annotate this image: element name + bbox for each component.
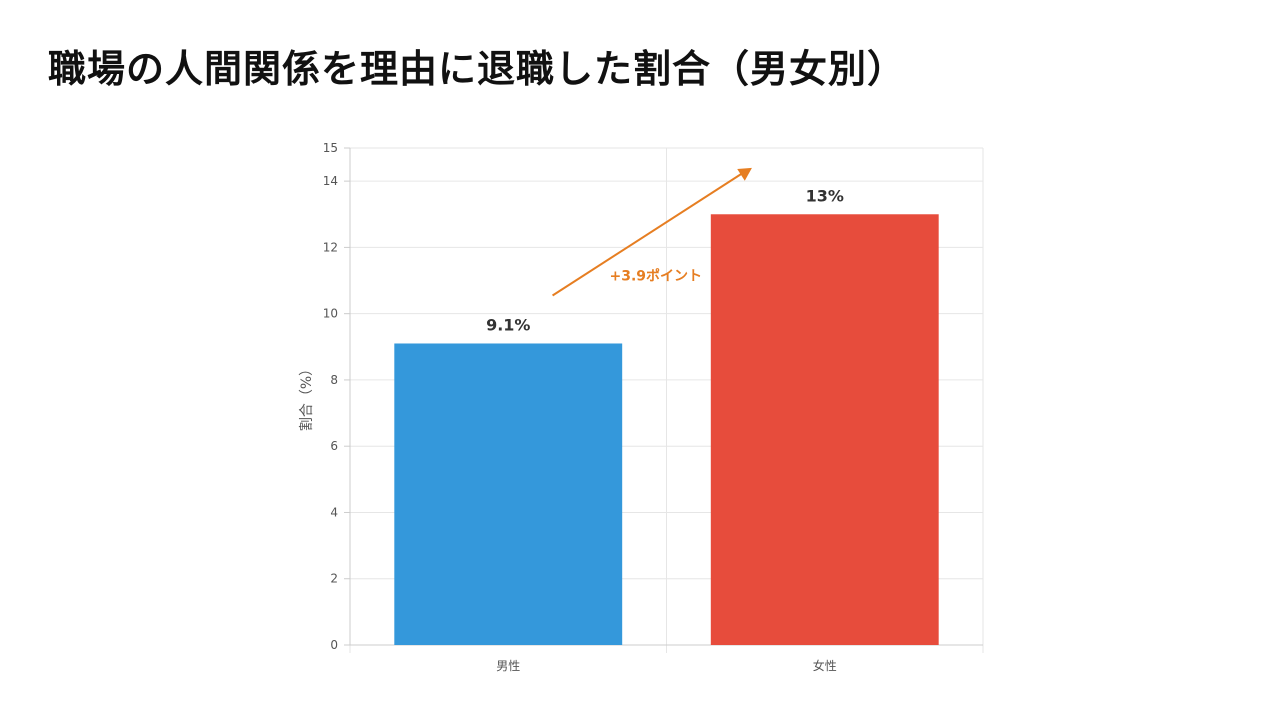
bar-value-label: 9.1% [486,315,530,334]
y-tick-label: 4 [330,505,338,519]
y-tick-label: 12 [323,240,338,254]
y-tick-label: 10 [323,307,338,321]
labels: 9.1% 男性 13% 女性 [486,186,844,673]
y-tick-label: 14 [323,174,338,188]
bar-male [394,343,623,645]
x-tick-label: 女性 [813,658,837,673]
annotation-arrow-head [737,167,752,181]
y-tick-label: 6 [330,439,338,453]
bar-value-label: 13% [806,186,844,205]
y-axis-title: 割合（%） [298,362,315,431]
y-tick-label: 0 [330,638,338,652]
x-tick-label: 男性 [496,659,520,673]
y-tick-label: 15 [323,141,338,155]
annotation: +3.9ポイント [552,167,752,297]
y-tick-label: 8 [330,373,338,387]
y-tick-label: 2 [330,572,338,586]
bars [394,214,939,645]
annotation-arrow-line [552,172,744,297]
page-title: 職場の人間関係を理由に退職した割合（男女別） [48,47,907,91]
bar-female [710,214,939,645]
annotation-label: +3.9ポイント [610,268,703,285]
